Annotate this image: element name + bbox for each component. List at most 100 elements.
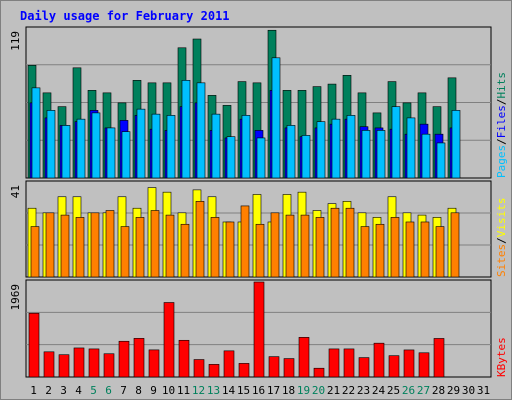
x-tick-label-day-8: 8 xyxy=(135,384,142,397)
bar-sites-day-15 xyxy=(240,205,250,278)
x-tick-label-day-20: 20 xyxy=(312,384,325,397)
bar-pages-day-29 xyxy=(451,110,461,179)
x-tick-label-day-25: 25 xyxy=(387,384,400,397)
bar-kbytes-day-19 xyxy=(298,337,310,378)
axis-label-part: / xyxy=(495,237,508,244)
x-tick-label-day-18: 18 xyxy=(282,384,295,397)
bar-kbytes-day-27 xyxy=(418,352,430,378)
bar-sites-day-16 xyxy=(255,223,265,278)
x-tick-label-day-19: 19 xyxy=(297,384,310,397)
x-tick-label-day-10: 10 xyxy=(162,384,175,397)
bar-kbytes-day-2 xyxy=(43,351,55,378)
x-tick-label-day-7: 7 xyxy=(120,384,127,397)
bar-pages-day-26 xyxy=(406,117,416,179)
bar-kbytes-day-8 xyxy=(133,338,145,378)
bar-sites-day-20 xyxy=(315,217,325,278)
bar-sites-day-19 xyxy=(300,214,310,278)
bar-sites-day-24 xyxy=(375,223,385,278)
x-tick-label-day-17: 17 xyxy=(267,384,280,397)
bar-pages-day-13 xyxy=(211,113,221,179)
bar-kbytes-day-15 xyxy=(238,363,250,378)
bar-pages-day-17 xyxy=(271,57,281,179)
axis-label-part: Visits xyxy=(495,198,508,238)
bar-pages-day-16 xyxy=(256,137,266,179)
y-max-label-hits-files-pages: 119 xyxy=(9,31,22,51)
bar-sites-day-9 xyxy=(150,210,160,278)
bar-pages-day-3 xyxy=(61,125,71,179)
x-tick-label-day-23: 23 xyxy=(357,384,370,397)
bar-pages-day-2 xyxy=(46,110,56,179)
bar-kbytes-day-26 xyxy=(403,349,415,378)
x-tick-label-day-15: 15 xyxy=(237,384,250,397)
bar-pages-day-25 xyxy=(391,106,401,179)
bar-sites-day-21 xyxy=(330,207,340,278)
x-tick-label-day-16: 16 xyxy=(252,384,265,397)
x-tick-label-day-21: 21 xyxy=(327,384,340,397)
bar-pages-day-7 xyxy=(121,131,131,179)
x-tick-label-day-30: 30 xyxy=(462,384,475,397)
x-tick-label-day-27: 27 xyxy=(417,384,430,397)
bar-kbytes-day-18 xyxy=(283,358,295,378)
bar-kbytes-day-17 xyxy=(268,356,280,378)
bar-pages-day-1 xyxy=(31,87,41,179)
bar-kbytes-day-25 xyxy=(388,355,400,378)
bar-sites-day-7 xyxy=(120,226,130,278)
bar-sites-day-23 xyxy=(360,226,370,278)
bar-sites-day-10 xyxy=(165,214,175,278)
bar-sites-day-29 xyxy=(450,212,460,278)
bar-sites-day-14 xyxy=(225,221,235,278)
bar-kbytes-day-12 xyxy=(193,359,205,378)
chart-plots: 119Pages/Files/Hits41Sites/Visits1969KBy… xyxy=(9,26,508,397)
x-tick-label-day-4: 4 xyxy=(75,384,82,397)
axis-label-visits-sites: Sites/Visits xyxy=(495,198,508,278)
bar-pages-day-15 xyxy=(241,115,251,179)
bar-pages-day-11 xyxy=(181,80,191,179)
x-tick-label-day-13: 13 xyxy=(207,384,220,397)
bar-sites-day-5 xyxy=(90,212,100,278)
x-tick-label-day-26: 26 xyxy=(402,384,415,397)
bar-pages-day-9 xyxy=(151,113,161,179)
axis-label-part: Hits xyxy=(495,72,508,99)
bar-pages-day-14 xyxy=(226,136,236,179)
bar-kbytes-day-20 xyxy=(313,367,325,378)
bar-pages-day-19 xyxy=(301,135,311,179)
x-tick-label-day-9: 9 xyxy=(150,384,157,397)
x-tick-label-day-28: 28 xyxy=(432,384,445,397)
bar-kbytes-day-10 xyxy=(163,302,175,378)
bar-sites-day-18 xyxy=(285,214,295,278)
bar-pages-day-23 xyxy=(361,130,371,179)
x-tick-label-day-14: 14 xyxy=(222,384,236,397)
x-tick-label-day-12: 12 xyxy=(192,384,205,397)
bar-sites-day-25 xyxy=(390,217,400,278)
axis-label-part: Sites xyxy=(495,244,508,277)
bar-kbytes-day-7 xyxy=(118,340,130,378)
bar-kbytes-day-14 xyxy=(223,350,235,378)
x-tick-label-day-24: 24 xyxy=(372,384,386,397)
bar-sites-day-22 xyxy=(345,207,355,278)
bar-kbytes-day-6 xyxy=(103,353,115,378)
axis-label-part: / xyxy=(495,99,508,106)
bar-kbytes-day-21 xyxy=(328,348,340,378)
bar-sites-day-11 xyxy=(180,223,190,278)
bar-pages-day-10 xyxy=(166,115,176,179)
bar-sites-day-8 xyxy=(135,217,145,278)
bar-kbytes-day-28 xyxy=(433,338,445,378)
bar-kbytes-day-9 xyxy=(148,349,160,378)
bar-kbytes-day-3 xyxy=(58,354,70,378)
bar-kbytes-day-24 xyxy=(373,342,385,378)
bar-sites-day-17 xyxy=(270,212,280,278)
bar-kbytes-day-5 xyxy=(88,348,100,378)
x-tick-label-day-29: 29 xyxy=(447,384,460,397)
bar-kbytes-day-11 xyxy=(178,339,190,378)
bar-sites-day-28 xyxy=(435,226,445,278)
bar-sites-day-6 xyxy=(105,210,115,278)
bar-kbytes-day-4 xyxy=(73,347,85,378)
bar-pages-day-18 xyxy=(286,125,296,179)
bar-pages-day-20 xyxy=(316,121,326,179)
x-tick-label-day-11: 11 xyxy=(177,384,190,397)
bar-kbytes-day-22 xyxy=(343,348,355,378)
axis-label-hits-files-pages: Pages/Files/Hits xyxy=(495,72,508,178)
bar-pages-day-5 xyxy=(91,112,101,179)
axis-label-part: / xyxy=(495,138,508,145)
